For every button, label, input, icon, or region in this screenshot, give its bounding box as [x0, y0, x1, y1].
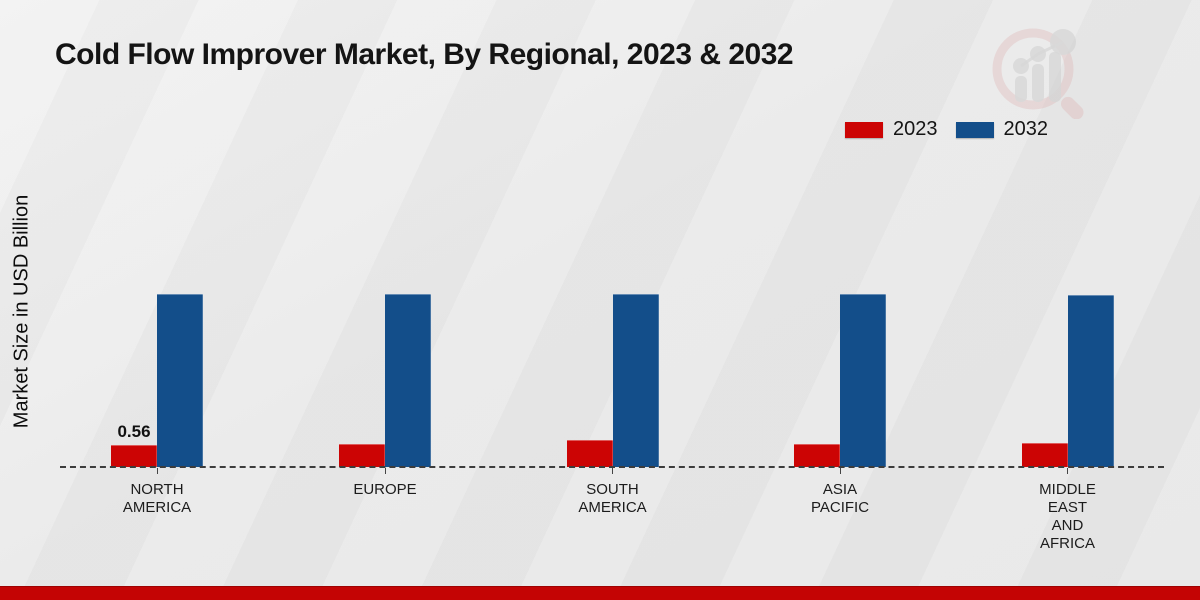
mrfr-logo-watermark	[985, 24, 1095, 120]
legend-swatch-2032	[955, 121, 994, 138]
legend-label-2023: 2023	[893, 118, 938, 140]
x-axis-tick-south-america	[612, 468, 613, 474]
x-axis-label-north-america: NORTH AMERICA	[77, 481, 237, 517]
x-axis-label-line: SOUTH	[586, 481, 639, 498]
bar-2032-north-america	[157, 294, 203, 467]
bar-2023-north-america	[111, 445, 157, 467]
footer-red-strip	[0, 586, 1200, 600]
x-axis-tick-middle-east-and-africa	[1067, 468, 1068, 474]
data-label-2023-north-america: 0.56	[117, 422, 151, 441]
x-axis-tick-north-america	[156, 468, 158, 474]
x-axis-label-middle-east-and-africa: MIDDLE EAST AND AFRICA	[988, 481, 1148, 553]
legend: 2023 2032	[845, 118, 1048, 141]
bar-2032-middle-east-and-africa	[1067, 295, 1114, 467]
x-axis-tick-europe	[384, 468, 386, 474]
x-axis-label-line: EAST	[1047, 499, 1088, 516]
x-axis-label-line: PACIFIC	[810, 499, 870, 516]
x-axis-label-south-america: SOUTH AMERICA	[533, 481, 693, 517]
bar-2032-europe	[385, 294, 431, 467]
legend-item-2032: 2032	[955, 118, 1049, 141]
x-axis-label-line: AMERICA	[122, 499, 192, 516]
legend-swatch-2023	[845, 121, 883, 138]
x-axis-baseline	[60, 466, 1164, 468]
chart-title: Cold Flow Improver Market, By Regional, …	[55, 38, 794, 71]
bar-2023-asia-pacific	[794, 444, 840, 467]
bar-2023-middle-east-and-africa	[1021, 443, 1068, 467]
legend-item-2023: 2023	[845, 118, 938, 141]
bar-2032-asia-pacific	[840, 294, 886, 467]
x-axis-tick-asia-pacific	[839, 468, 841, 474]
x-axis-label-line: AFRICA	[1039, 535, 1095, 552]
bar-2023-south-america	[566, 440, 613, 467]
magnifier-chart-icon	[992, 28, 1084, 120]
x-axis-label-line: AND	[1051, 517, 1084, 534]
bar-2023-europe	[339, 444, 385, 467]
x-axis-label-line: NORTH	[130, 481, 184, 498]
x-axis-label-line: AMERICA	[578, 499, 647, 516]
x-axis-label-line: EUROPE	[353, 481, 417, 498]
x-axis-label-asia-pacific: ASIA PACIFIC	[760, 481, 920, 517]
bar-2032-south-america	[612, 294, 659, 467]
x-axis-label-europe: EUROPE	[305, 481, 465, 499]
x-axis-label-line: ASIA	[822, 481, 858, 498]
legend-label-2032: 2032	[1003, 118, 1049, 140]
x-axis-label-line: MIDDLE	[1039, 481, 1096, 498]
